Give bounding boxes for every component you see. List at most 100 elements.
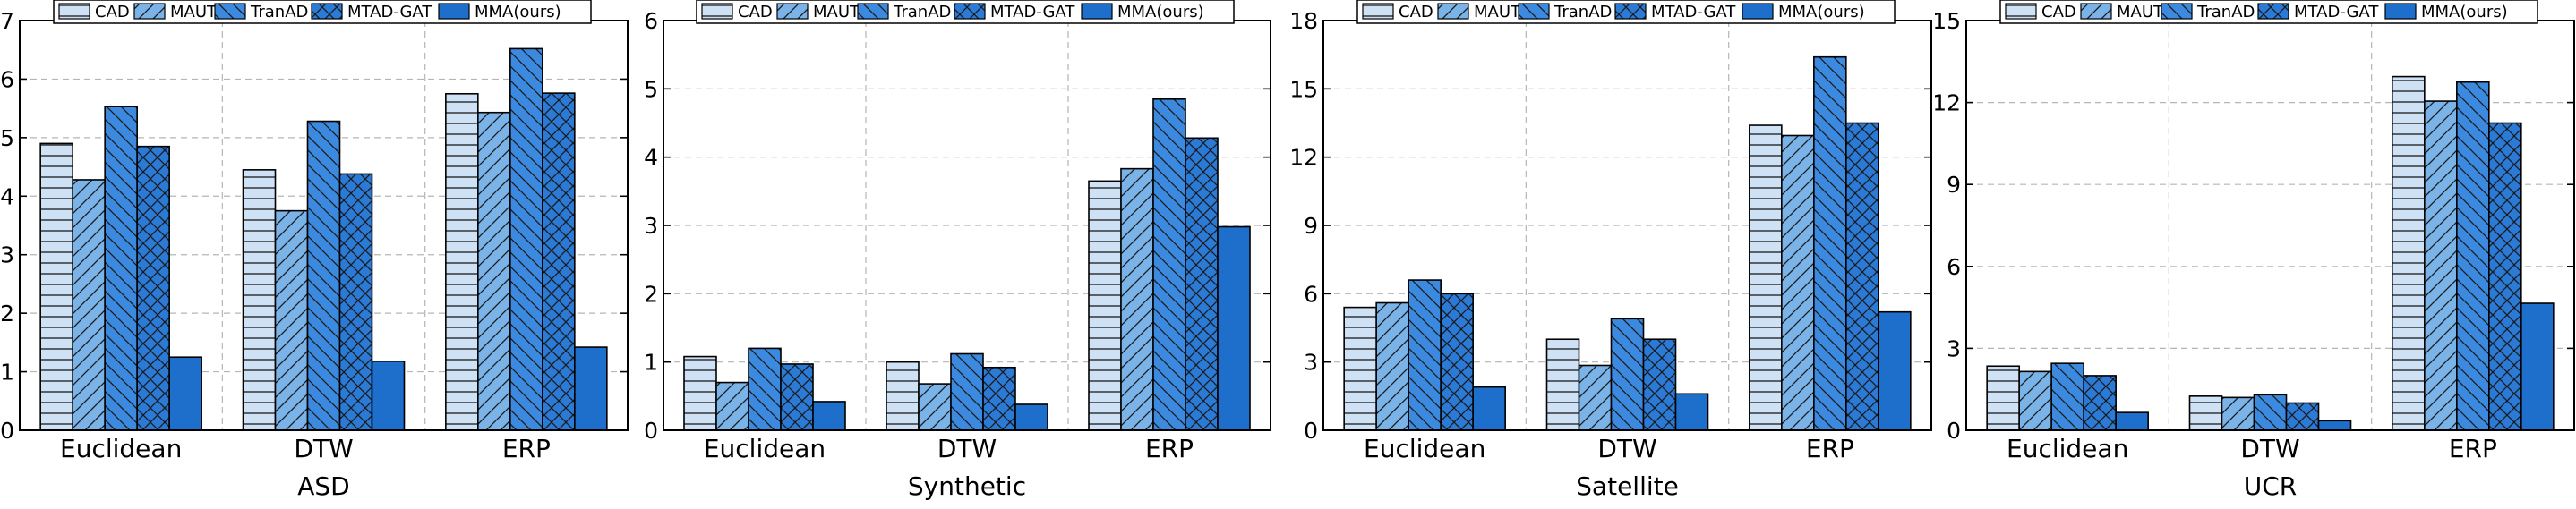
y-tick-label: 12 xyxy=(1932,90,1961,116)
x-tick-label: ERP xyxy=(502,434,551,463)
y-tick-label: 5 xyxy=(0,125,14,151)
bar-mtad-gat-euclidean xyxy=(1440,293,1474,431)
legend-swatch-mtad-gat xyxy=(2257,3,2289,20)
y-tick-label: 5 xyxy=(644,76,658,102)
legend-label-mma-ours: MMA(ours) xyxy=(2421,3,2508,21)
bar-cad-dtw xyxy=(242,169,277,431)
legend-swatch-maut xyxy=(1437,3,1469,20)
bar-maut-dtw xyxy=(918,383,952,431)
legend-swatch-tranad xyxy=(857,3,889,20)
bar-mma-ours-euclidean xyxy=(168,356,202,431)
bar-maut-dtw xyxy=(2221,396,2255,431)
x-tick-label: DTW xyxy=(937,434,997,463)
legend-label-cad: CAD xyxy=(2041,3,2076,21)
bar-mma-ours-erp xyxy=(574,346,608,431)
y-tick-label: 18 xyxy=(1289,8,1318,34)
bar-maut-erp xyxy=(1781,134,1815,431)
bar-mtad-gat-euclidean xyxy=(2083,375,2117,431)
legend: CAD MAUT TranAD MTAD-GAT MMA(ours) xyxy=(1999,0,2538,24)
bar-tranad-euclidean xyxy=(748,347,782,431)
bar-tranad-dtw xyxy=(306,120,341,431)
chart-panel-ucr: 0 3 6 9 12 15 Euclidean DTW ERP UCR CAD MAUT TranAD M… xyxy=(1932,0,2575,501)
y-tick-label: 6 xyxy=(0,66,14,92)
bar-mma-ours-erp xyxy=(2520,302,2555,431)
y-tick-label: 3 xyxy=(644,213,658,239)
x-axis-label: Synthetic xyxy=(908,471,1026,501)
x-tick-label: ERP xyxy=(1806,434,1854,463)
legend-swatch-mma-ours xyxy=(1081,3,1113,20)
bar-cad-euclidean xyxy=(1343,306,1377,431)
legend-swatch-tranad xyxy=(214,3,246,20)
y-tick-label: 0 xyxy=(1947,418,1961,444)
bar-cad-erp xyxy=(1749,124,1783,431)
legend-swatch-maut xyxy=(2080,3,2112,20)
legend-label-cad: CAD xyxy=(95,3,130,21)
y-tick-label: 15 xyxy=(1932,8,1961,34)
legend-label-cad: CAD xyxy=(738,3,773,21)
x-tick-label: Euclidean xyxy=(1364,434,1485,463)
bar-cad-dtw xyxy=(1545,338,1580,431)
y-tick-label: 1 xyxy=(644,350,658,376)
bar-cad-euclidean xyxy=(39,142,73,431)
x-tick-label: DTW xyxy=(1597,434,1656,463)
bar-tranad-erp xyxy=(1813,55,1847,431)
bar-mtad-gat-dtw xyxy=(2285,402,2320,431)
legend-label-mma-ours: MMA(ours) xyxy=(1778,3,1865,21)
x-tick-label: Euclidean xyxy=(2007,434,2128,463)
y-tick-label: 6 xyxy=(1304,281,1318,307)
y-tick-label: 4 xyxy=(0,183,14,209)
bar-mtad-gat-euclidean xyxy=(780,363,814,431)
x-axis-label: Satellite xyxy=(1576,471,1679,501)
legend-swatch-mtad-gat xyxy=(954,3,986,20)
bar-cad-dtw xyxy=(2188,395,2223,431)
y-tick-label: 9 xyxy=(1947,172,1961,198)
legend-swatch-maut xyxy=(133,3,166,20)
legend-swatch-mtad-gat xyxy=(1614,3,1647,20)
legend-swatch-tranad xyxy=(1518,3,1550,20)
legend-label-maut: MAUT xyxy=(1474,3,1521,21)
bar-mma-ours-dtw xyxy=(1014,403,1048,431)
bar-tranad-euclidean xyxy=(2050,362,2084,431)
y-tick-label: 7 xyxy=(0,8,14,34)
bar-mtad-gat-dtw xyxy=(338,173,373,431)
legend-label-mtad-gat: MTAD-GAT xyxy=(990,3,1075,21)
bar-maut-erp xyxy=(1120,167,1154,431)
bar-mtad-gat-erp xyxy=(542,92,576,431)
bar-mtad-gat-dtw xyxy=(1642,338,1677,431)
legend-label-mma-ours: MMA(ours) xyxy=(1117,3,1204,21)
y-tick-label: 2 xyxy=(644,281,658,307)
legend-label-tranad: TranAD xyxy=(893,3,951,21)
bar-tranad-erp xyxy=(2456,81,2490,431)
legend-swatch-mma-ours xyxy=(2384,3,2417,20)
chart-panel-synthetic: 0 1 2 3 4 5 6 Euclidean DTW ERP Synthetic CAD MAUT Tr… xyxy=(644,0,1271,501)
legend: CAD MAUT TranAD MTAD-GAT MMA(ours) xyxy=(696,0,1235,24)
y-tick-label: 3 xyxy=(1947,335,1961,361)
legend: CAD MAUT TranAD MTAD-GAT MMA(ours) xyxy=(1356,0,1896,24)
bar-cad-euclidean xyxy=(1986,365,2020,431)
bar-tranad-euclidean xyxy=(1408,279,1442,431)
x-tick-label: Euclidean xyxy=(704,434,826,463)
bar-mtad-gat-erp xyxy=(2488,122,2522,431)
y-tick-label: 0 xyxy=(1304,418,1318,444)
bar-maut-dtw xyxy=(274,209,309,431)
x-tick-label: Euclidean xyxy=(60,434,182,463)
bar-mtad-gat-euclidean xyxy=(136,145,170,431)
bar-cad-erp xyxy=(2392,75,2426,431)
y-tick-label: 12 xyxy=(1289,145,1318,171)
x-tick-label: DTW xyxy=(2240,434,2299,463)
bar-maut-euclidean xyxy=(2018,370,2052,431)
legend-label-mma-ours: MMA(ours) xyxy=(475,3,561,21)
x-axis-label: ASD xyxy=(297,471,350,501)
bar-maut-euclidean xyxy=(715,381,749,431)
bar-maut-euclidean xyxy=(1375,301,1409,431)
y-tick-label: 6 xyxy=(644,8,658,34)
legend-label-mtad-gat: MTAD-GAT xyxy=(347,3,432,21)
legend-swatch-tranad xyxy=(2161,3,2193,20)
bar-cad-euclidean xyxy=(683,355,717,431)
x-tick-label: ERP xyxy=(2449,434,2497,463)
legend-label-mtad-gat: MTAD-GAT xyxy=(2294,3,2379,21)
bar-tranad-dtw xyxy=(2253,394,2288,431)
bar-mma-ours-erp xyxy=(1217,225,1251,431)
bar-tranad-erp xyxy=(1152,98,1186,431)
